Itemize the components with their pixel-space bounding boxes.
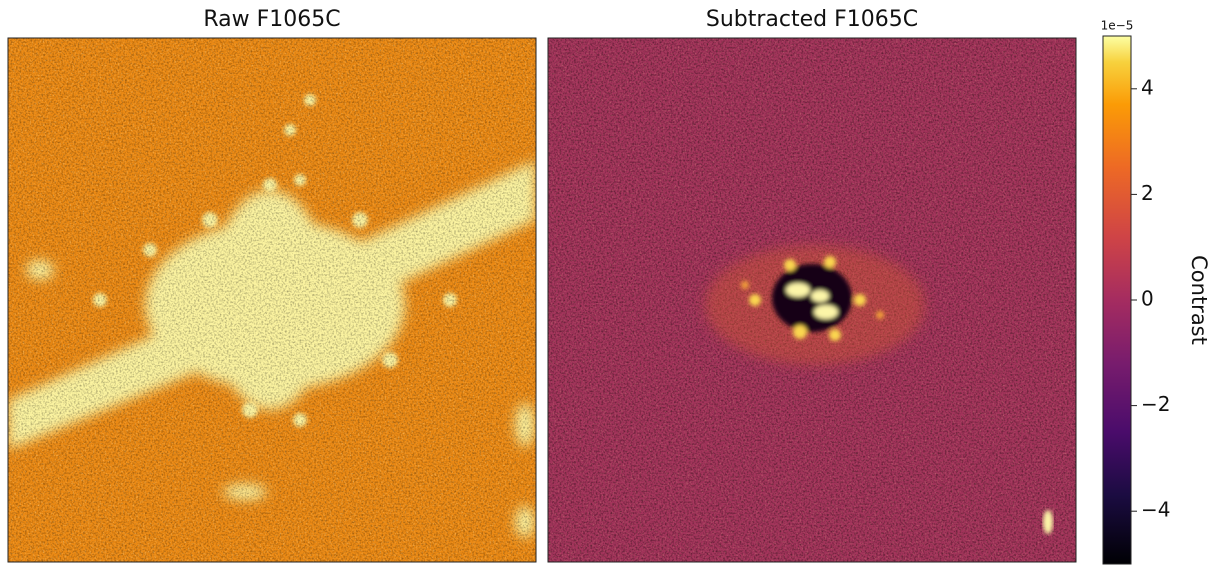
colorbar-label: Contrast — [1187, 255, 1211, 345]
raw-image — [8, 38, 536, 562]
colorbar-tick-label: 0 — [1141, 287, 1154, 311]
colorbar-tick-label: −2 — [1141, 392, 1170, 416]
colorbar — [1103, 36, 1131, 564]
panel-title: Raw F1065C — [203, 7, 340, 32]
colorbar-tick-label: 2 — [1141, 181, 1154, 205]
figure: Raw F1065C Subtracted F1065C — [0, 0, 1222, 565]
subtracted-image — [548, 38, 1076, 562]
colorbar-tick-label: −4 — [1141, 498, 1170, 522]
colorbar-offset: 1e−5 — [1101, 19, 1134, 33]
panel-title: Subtracted F1065C — [706, 7, 918, 32]
colorbar-tick-label: 4 — [1141, 75, 1154, 99]
